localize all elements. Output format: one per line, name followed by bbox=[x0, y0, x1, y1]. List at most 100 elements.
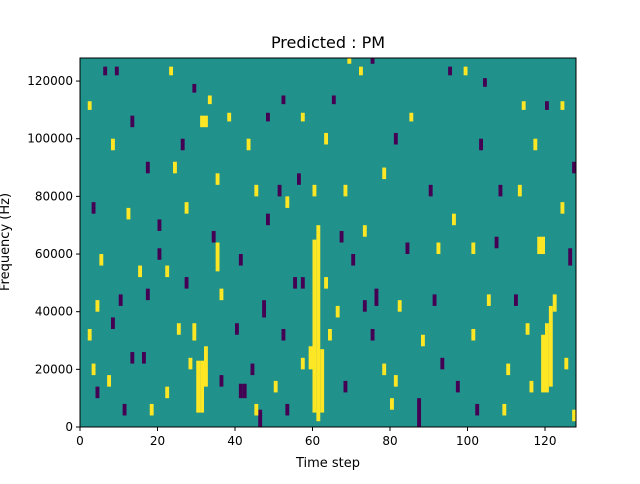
heatmap-cell-37 bbox=[409, 112, 414, 122]
heatmap-cell-85 bbox=[262, 300, 267, 318]
heatmap-cell-30 bbox=[227, 112, 232, 122]
heatmap-cell-92 bbox=[87, 328, 92, 341]
heatmap-cell-25 bbox=[103, 66, 108, 76]
x-axis-label: Time step bbox=[295, 456, 360, 471]
heatmap-cell-116 bbox=[273, 380, 278, 393]
heatmap-cell-17 bbox=[258, 409, 263, 427]
heatmap-cell-91 bbox=[514, 294, 518, 306]
heatmap-cell-43 bbox=[560, 101, 565, 110]
heatmap-cell-77 bbox=[405, 242, 410, 255]
heatmap-cell-41 bbox=[521, 101, 526, 110]
heatmap-cell-95 bbox=[235, 323, 239, 335]
heatmap-cell-104 bbox=[142, 352, 146, 364]
y-tick-label: 80000 bbox=[35, 189, 73, 203]
heatmap-cell-19 bbox=[242, 383, 247, 399]
heatmap-cell-5 bbox=[312, 239, 317, 413]
heatmap-cell-84 bbox=[219, 288, 224, 301]
heatmap-cell-81 bbox=[95, 300, 100, 312]
heatmap-cell-11 bbox=[541, 334, 546, 393]
heatmap-cell-31 bbox=[266, 112, 270, 122]
heatmap-cell-47 bbox=[215, 173, 220, 185]
heatmap-cell-8 bbox=[308, 346, 313, 370]
heatmap-cell-39 bbox=[463, 66, 468, 76]
y-axis-ticks: 0 20000 40000 60000 80000 100000 120000 bbox=[27, 74, 80, 434]
y-tick-label: 100000 bbox=[27, 132, 73, 146]
heatmap-cell-12 bbox=[545, 323, 549, 393]
x-axis-ticks: 0 20 40 60 80 100 120 bbox=[76, 427, 556, 448]
heatmap-cell-88 bbox=[397, 300, 402, 312]
heatmap-cell-24 bbox=[87, 101, 92, 110]
x-tick-label: 120 bbox=[534, 434, 557, 448]
heatmap-cell-93 bbox=[111, 317, 115, 329]
heatmap-cell-96 bbox=[281, 328, 286, 341]
heatmap-cell-134 bbox=[479, 138, 484, 151]
heatmap-cell-114 bbox=[165, 386, 170, 399]
heatmap-cell-118 bbox=[393, 375, 398, 387]
y-tick-label: 120000 bbox=[27, 74, 73, 88]
heatmap-cell-117 bbox=[343, 380, 348, 393]
heatmap-cell-123 bbox=[254, 403, 259, 416]
heatmap-cell-15 bbox=[552, 294, 557, 312]
heatmap-cell-45 bbox=[145, 161, 150, 174]
heatmap-cell-132 bbox=[324, 132, 329, 145]
heatmap-cell-28 bbox=[192, 83, 197, 93]
heatmap-cell-129 bbox=[111, 138, 115, 151]
heatmap-cell-101 bbox=[525, 323, 530, 335]
heatmap-cell-18 bbox=[238, 383, 243, 399]
heatmap-cell-13 bbox=[548, 305, 553, 387]
heatmap-background bbox=[80, 58, 576, 427]
heatmap-cell-59 bbox=[184, 202, 189, 214]
heatmap-cell-20 bbox=[339, 230, 344, 243]
heatmap-cell-98 bbox=[370, 328, 375, 341]
heatmap-cell-67 bbox=[99, 254, 104, 266]
heatmap-cell-54 bbox=[498, 184, 503, 197]
x-tick-label: 100 bbox=[456, 434, 479, 448]
x-tick-label: 20 bbox=[150, 434, 165, 448]
heatmap-cell-29 bbox=[207, 95, 212, 105]
heatmap-cell-27 bbox=[169, 66, 174, 76]
heatmap-cell-36 bbox=[370, 58, 375, 64]
heatmap-cell-126 bbox=[475, 403, 480, 416]
heatmap-cell-60 bbox=[211, 230, 216, 243]
y-axis-label: Frequency (Hz) bbox=[0, 193, 13, 291]
heatmap-cell-21 bbox=[374, 288, 379, 306]
heatmap-cell-125 bbox=[390, 398, 394, 410]
heatmap-cell-74 bbox=[293, 277, 298, 289]
heatmap-cell-90 bbox=[486, 294, 491, 306]
heatmap-cell-110 bbox=[506, 363, 511, 376]
heatmap-cell-42 bbox=[545, 101, 549, 110]
heatmap-cell-100 bbox=[471, 328, 476, 341]
heatmap-cell-22 bbox=[130, 115, 135, 128]
heatmap-cell-35 bbox=[359, 66, 363, 76]
heatmap-cell-71 bbox=[184, 277, 189, 289]
heatmap-cell-51 bbox=[343, 184, 348, 197]
heatmap-cell-119 bbox=[455, 380, 460, 393]
heatmap-cell-50 bbox=[297, 173, 301, 185]
heatmap-cell-61 bbox=[266, 213, 270, 226]
heatmap-cell-112 bbox=[95, 386, 100, 399]
heatmap-cell-16 bbox=[417, 398, 422, 427]
x-tick-label: 0 bbox=[76, 434, 84, 448]
plot-frame bbox=[79, 57, 577, 428]
heatmap-cell-34 bbox=[331, 95, 336, 105]
heatmap-cell-49 bbox=[277, 184, 282, 197]
heatmap-cell-80 bbox=[568, 248, 573, 266]
heatmap-cell-48 bbox=[254, 184, 259, 197]
heatmap-cell-111 bbox=[564, 357, 569, 370]
heatmap-cells bbox=[87, 58, 577, 427]
heatmap-cell-82 bbox=[118, 294, 123, 306]
heatmap-cell-108 bbox=[382, 363, 387, 376]
heatmap-cell-2 bbox=[204, 346, 208, 387]
heatmap-cell-62 bbox=[285, 196, 290, 208]
y-tick-label: 0 bbox=[65, 420, 73, 434]
heatmap-cell-4 bbox=[200, 115, 208, 128]
heatmap-cell-86 bbox=[335, 305, 340, 318]
heatmap-cell-63 bbox=[362, 225, 367, 237]
heatmap-cell-109 bbox=[440, 357, 445, 370]
heatmap-cell-33 bbox=[300, 112, 305, 122]
heatmap-cell-7 bbox=[320, 349, 325, 413]
heatmap-cell-10 bbox=[312, 184, 317, 197]
heatmap-cell-44 bbox=[572, 161, 577, 174]
heatmap-cell-9 bbox=[324, 277, 329, 289]
